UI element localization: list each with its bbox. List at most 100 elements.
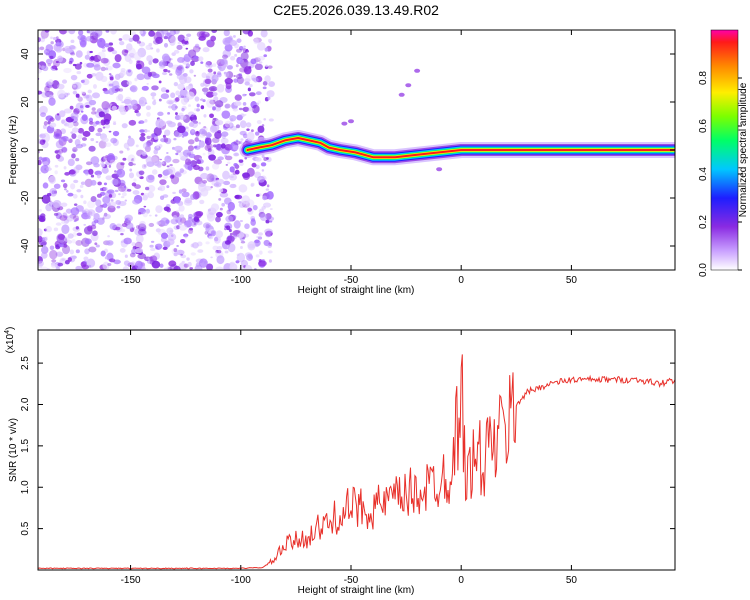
noise-speckle (136, 60, 141, 63)
noise-speckle (265, 233, 272, 238)
noise-speckle (38, 37, 41, 43)
colorbar-tick-label: 0.8 (698, 71, 709, 85)
noise-speckle (250, 58, 257, 65)
noise-speckle (191, 129, 195, 133)
noise-speckle (148, 30, 155, 37)
noise-speckle (44, 85, 50, 93)
noise-speckle (156, 48, 160, 53)
noise-speckle (79, 61, 83, 65)
noise-speckle (67, 192, 74, 197)
noise-speckle (160, 161, 165, 165)
noise-speckle (178, 74, 188, 85)
noise-speckle (175, 209, 180, 213)
noise-speckle (117, 182, 127, 192)
noise-speckle (147, 174, 155, 181)
noise-speckle (210, 35, 217, 42)
colorbar-tick-label: 0.0 (698, 263, 709, 277)
noise-speckle (244, 107, 249, 112)
noise-speckle (114, 73, 121, 80)
noise-speckle (153, 99, 156, 102)
noise-speckle (240, 240, 246, 244)
noise-speckle (260, 30, 268, 38)
noise-speckle (86, 209, 96, 217)
noise-speckle (70, 131, 74, 134)
noise-speckle (45, 225, 52, 233)
noise-speckle (122, 34, 131, 41)
noise-speckle (207, 208, 211, 212)
noise-speckle (194, 137, 199, 143)
noise-speckle (167, 63, 174, 68)
noise-speckle (129, 168, 133, 172)
noise-speckle (159, 60, 165, 66)
noise-speckle (192, 45, 201, 53)
noise-speckle (98, 140, 107, 149)
x-tick-label: 0 (458, 575, 464, 586)
noise-speckle (58, 151, 62, 155)
noise-speckle (72, 147, 78, 153)
noise-speckle (189, 267, 194, 270)
noise-speckle (85, 35, 93, 42)
noise-speckle (141, 85, 149, 91)
noise-speckle (86, 62, 95, 68)
noise-speckle (195, 130, 200, 137)
noise-speckle (249, 83, 253, 88)
noise-speckle (38, 156, 43, 161)
noise-speckle (266, 90, 275, 98)
noise-speckle (184, 197, 193, 204)
noise-speckle (189, 116, 193, 120)
noise-speckle (49, 249, 58, 260)
noise-speckle (48, 97, 56, 106)
noise-speckle (68, 61, 73, 65)
noise-speckle (90, 179, 97, 186)
noise-speckle (201, 87, 209, 93)
noise-speckle (66, 190, 69, 193)
noise-speckle (211, 163, 220, 170)
noise-speckle (142, 142, 151, 150)
noise-speckle (269, 208, 273, 210)
noise-speckle (232, 107, 239, 112)
noise-speckle (159, 179, 167, 186)
noise-speckle (238, 184, 248, 193)
noise-speckle (107, 235, 110, 238)
noise-speckle (43, 48, 51, 55)
noise-speckle (153, 149, 159, 155)
noise-speckle (151, 85, 159, 91)
noise-speckle (100, 250, 106, 257)
snr-x-axis: -150 -100 -50 0 50 (121, 330, 577, 586)
noise-speckle (102, 126, 106, 129)
noise-speckle (213, 96, 219, 102)
noise-speckle (203, 91, 208, 95)
noise-speckle (74, 139, 81, 146)
noise-speckle (55, 154, 61, 160)
noise-speckle (118, 179, 126, 187)
noise-speckle (124, 218, 128, 221)
noise-speckle (78, 113, 82, 116)
noise-speckle (147, 191, 155, 199)
noise-speckle (114, 54, 122, 63)
noise-speckle (235, 124, 240, 129)
noise-speckle (225, 164, 229, 166)
noise-speckle (112, 138, 119, 147)
noise-speckle (57, 262, 64, 267)
noise-speckle (253, 38, 259, 45)
noise-speckle (72, 90, 78, 95)
noise-speckle (134, 241, 143, 250)
noise-speckle (181, 107, 185, 112)
noise-speckle (137, 47, 147, 58)
noise-speckle (118, 186, 123, 189)
noise-speckle (118, 38, 123, 41)
noise-speckle (251, 104, 260, 114)
noise-speckle (168, 260, 177, 267)
noise-speckle (137, 223, 147, 232)
noise-speckle (105, 67, 109, 71)
noise-speckle (103, 212, 108, 217)
noise-speckle (89, 30, 95, 35)
snr-y-scale-exp: 4 (4, 330, 11, 334)
noise-speckle (236, 38, 242, 43)
noise-speckle (171, 103, 178, 111)
spectrogram-y-axis: -40 -20 0 20 40 (20, 48, 675, 253)
noise-speckle (210, 87, 215, 92)
noise-speckle (42, 65, 49, 72)
noise-speckle (242, 30, 251, 35)
noise-speckle (55, 60, 59, 64)
